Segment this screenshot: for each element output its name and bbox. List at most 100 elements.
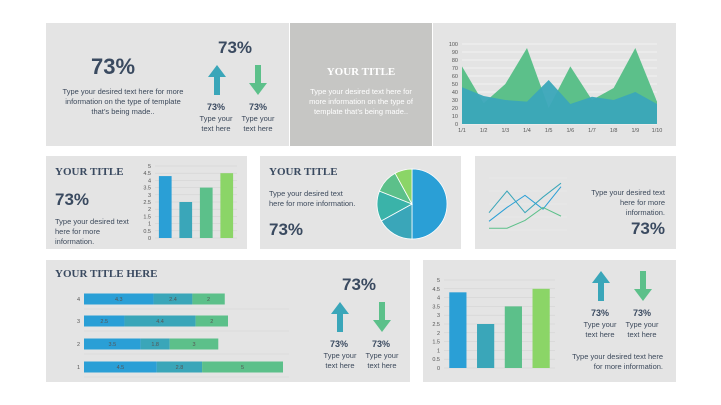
y-tick-label: 1.5 (143, 214, 151, 220)
top-left-up-label: Type your text here (199, 114, 233, 133)
y-tick-label: 10 (452, 114, 458, 120)
segment-3-3 (195, 315, 228, 327)
x-tick-label: 1/6 (567, 128, 575, 134)
top-left-panel: 73% Type your desired text here for more… (46, 23, 289, 146)
mid-left-title: YOUR TITLE (55, 166, 124, 178)
x-tick-label: 1/7 (588, 128, 596, 134)
y-tick-label: 1 (77, 365, 80, 371)
y-tick-label: 0 (148, 236, 151, 242)
top-left-arrow-percent: 73% (218, 38, 253, 57)
arrow-down-icon (634, 271, 652, 301)
y-tick-label: 4.5 (432, 287, 440, 293)
mid-right-panel: Type your desired text here for more inf… (475, 156, 676, 249)
line-series-3 (489, 206, 562, 229)
segment-2-1 (84, 338, 141, 350)
x-tick-label: 1/2 (480, 128, 488, 134)
segment-2-2 (140, 338, 170, 350)
top-left-up-percent: 73% (207, 102, 226, 112)
mid-right-description: Type your desired text here for more inf… (591, 188, 665, 217)
data-label: 3.5 (108, 342, 116, 348)
bar-4 (220, 173, 234, 238)
y-tick-label: 4 (77, 297, 80, 303)
data-label: 2.4 (169, 297, 177, 303)
x-tick-label: 1/9 (632, 128, 640, 134)
mid-center-percent: 73% (269, 220, 304, 239)
bottom-left-up-percent: 73% (330, 339, 349, 349)
y-tick-label: 0.5 (143, 229, 151, 235)
mid-center-description: Type your desired text here for more inf… (269, 189, 356, 208)
y-tick-label: 20 (452, 106, 458, 112)
y-tick-label: 4 (437, 296, 440, 302)
top-left-description: Type your desired text here for more inf… (62, 87, 184, 116)
x-tick-label: 1/3 (502, 128, 510, 134)
area-chart-panel: 0 10 20 30 40 50 60 70 80 90 100 1/1 1/2 1/3 1/4 1/5 1/6… (433, 23, 676, 146)
bottom-left-down-percent: 73% (372, 339, 391, 349)
bottom-left-panel: YOUR TITLE HERE 4 4.3 2.4 2 3 2.5 4.4 2 2 3.5 1.8 3… (46, 260, 410, 382)
y-tick-label: 0 (455, 122, 458, 128)
area-series-2 (462, 80, 657, 124)
y-tick-label: 4 (148, 178, 151, 184)
bar-2 (179, 202, 193, 238)
y-tick-label: 3 (77, 319, 80, 325)
y-tick-label: 90 (452, 50, 458, 56)
title-box-panel: YOUR TITLE Type your desired text here f… (290, 23, 432, 146)
x-tick-label: 1/4 (523, 128, 531, 134)
mid-center-panel: YOUR TITLE Type your desired text here f… (260, 156, 461, 249)
pie-chart (376, 168, 448, 240)
y-tick-label: 80 (452, 58, 458, 64)
y-tick-label: 2.5 (432, 322, 440, 328)
y-tick-label: 1 (437, 348, 440, 354)
mid-left-panel: YOUR TITLE 73% Type your desired text he… (46, 156, 247, 249)
y-tick-label: 1 (148, 222, 151, 228)
y-tick-label: 2.5 (143, 200, 151, 206)
y-tick-label: 1.5 (432, 340, 440, 346)
title-box-heading: YOUR TITLE (326, 66, 396, 78)
segment-2-3 (169, 338, 219, 350)
segment-1-3 (202, 361, 283, 373)
x-tick-label: 1/8 (610, 128, 618, 134)
top-left-big-percent: 73% (91, 54, 136, 79)
y-tick-label: 3.5 (432, 304, 440, 310)
y-tick-label: 4.5 (143, 171, 151, 177)
mid-center-title: YOUR TITLE (269, 166, 338, 178)
y-tick-label: 2 (148, 207, 151, 213)
data-label: 1.8 (151, 342, 159, 348)
bar-4 (532, 288, 550, 368)
data-label: 4.3 (115, 297, 123, 303)
bottom-left-title: YOUR TITLE HERE (55, 268, 158, 280)
bottom-right-up-label: Type your text here (583, 320, 617, 339)
data-label: 2.8 (176, 365, 184, 371)
line-chart (488, 177, 567, 231)
top-left-down-percent: 73% (249, 102, 268, 112)
mid-left-percent: 73% (55, 190, 90, 209)
y-tick-label: 40 (452, 90, 458, 96)
bottom-left-down-label: Type your text here (365, 351, 399, 370)
bottom-bar-chart: 0 0.5 1 1.5 2 2.5 3 3.5 4 4.5 5 (432, 278, 555, 372)
segment-4-3 (192, 293, 225, 305)
bar-3 (504, 306, 522, 368)
y-tick-label: 50 (452, 82, 458, 88)
bottom-right-down-percent: 73% (633, 308, 652, 318)
bar-3 (199, 187, 213, 238)
bottom-right-up-percent: 73% (591, 308, 610, 318)
y-tick-label: 30 (452, 98, 458, 104)
arrow-up-icon (592, 271, 610, 301)
bottom-left-up-label: Type your text here (323, 351, 357, 370)
data-label: 5 (241, 365, 244, 371)
x-tick-label: 1/1 (458, 128, 466, 134)
data-label: 2.5 (100, 319, 108, 325)
y-tick-label: 3.5 (143, 186, 151, 192)
stacked-bar-chart: 4 4.3 2.4 2 3 2.5 4.4 2 2 3.5 1.8 3 1 4.5 2.8 5 (77, 293, 289, 378)
mid-bar-chart: 00.51 1.522.533.5 44.55 (143, 164, 237, 242)
x-tick-label: 1/10 (652, 128, 663, 134)
data-label: 3 (192, 342, 195, 348)
bottom-right-down-label: Type your text here (625, 320, 659, 339)
data-label: 4.5 (117, 365, 125, 371)
area-chart: 0 10 20 30 40 50 60 70 80 90 100 1/1 1/2 1/3 1/4 1/5 1/6… (449, 42, 663, 134)
arrow-up-icon (208, 65, 226, 95)
title-box-description: Type your desired text here for more inf… (309, 87, 413, 116)
pie-slice-5 (394, 168, 413, 205)
segment-4-1 (84, 293, 154, 305)
segment-3-1 (84, 315, 125, 327)
y-tick-label: 2 (437, 331, 440, 337)
